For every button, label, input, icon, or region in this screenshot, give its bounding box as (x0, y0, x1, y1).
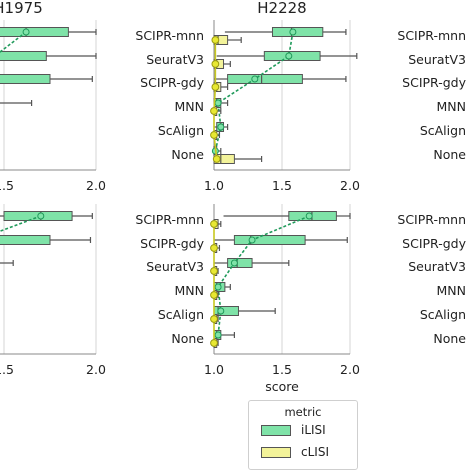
mean-point-ilisi (285, 52, 293, 60)
mean-point-clisi (211, 83, 220, 91)
x-tick-label: 2.0 (340, 362, 360, 377)
mean-point-ilisi (37, 212, 45, 220)
box-ilisi (0, 74, 51, 84)
x-tick-label: 2.0 (340, 178, 360, 193)
mean-point-clisi (210, 315, 218, 323)
category-label: SCIPR-gdy (402, 75, 466, 90)
category-label: None (433, 147, 466, 162)
mean-point-ilisi (217, 123, 225, 131)
mean-point-clisi (211, 36, 220, 44)
category-label: SCIPR-mnn (135, 212, 204, 227)
category-label: ScAlign (158, 307, 204, 322)
category-label: None (171, 147, 204, 162)
mean-point-clisi (210, 244, 218, 252)
mean-point-clisi (210, 220, 218, 228)
category-label: SCIPR-gdy (140, 75, 204, 90)
category-label: None (171, 331, 204, 346)
x-tick-label: 1.5 (0, 362, 14, 377)
mean-line-ilisi (217, 215, 310, 336)
x-tick-label: 2.0 (86, 178, 106, 193)
mean-line-clisi (213, 40, 218, 160)
box-ilisi (227, 258, 253, 268)
box-ilisi (271, 27, 324, 37)
mean-line-ilisi (214, 31, 294, 152)
mean-point-clisi (212, 155, 221, 163)
category-label: SeuratV3 (408, 52, 466, 67)
x-tick-label: 1.0 (204, 178, 224, 193)
panel-title: H2228 (257, 0, 306, 17)
category-label: SCIPR-mnn (397, 212, 466, 227)
mean-point-ilisi (289, 28, 297, 36)
x-tick-label: 1.5 (272, 362, 292, 377)
category-label: SCIPR-gdy (140, 236, 204, 251)
x-tick-label: 2.0 (86, 362, 106, 377)
mean-point-clisi (210, 267, 218, 275)
mean-point-ilisi (248, 236, 256, 244)
panel-title: H1975 (0, 0, 43, 17)
box-ilisi (0, 235, 51, 245)
legend-label-ilisi: iLISI (301, 423, 326, 437)
category-label: SeuratV3 (146, 52, 204, 67)
category-label: ScAlign (158, 123, 204, 138)
mean-point-ilisi (305, 212, 313, 220)
category-label: SeuratV3 (146, 259, 204, 274)
box-ilisi (233, 235, 306, 245)
legend-swatch-clisi (261, 447, 291, 458)
category-label: None (433, 331, 466, 346)
mean-point-clisi (210, 107, 218, 115)
category-label: MNN (437, 99, 467, 114)
category-label: MNN (175, 283, 205, 298)
mean-point-clisi (210, 131, 218, 139)
legend-title: metric (284, 405, 322, 419)
x-tick-label: 1.0 (204, 362, 224, 377)
mean-point-ilisi (214, 99, 222, 107)
panel-6: SCIPR-mnn SCIPR-gdy SeuratV3 MNN ScAlign None (397, 212, 467, 346)
category-label: SCIPR-mnn (397, 28, 466, 43)
category-label: MNN (437, 283, 467, 298)
mean-point-ilisi (214, 331, 222, 339)
category-label: SCIPR-mnn (135, 28, 204, 43)
category-label: ScAlign (420, 307, 466, 322)
legend-label-clisi: cLISI (301, 445, 329, 459)
panel-4: 1.5 2.0 (0, 204, 106, 377)
mean-point-ilisi (217, 307, 225, 315)
panel-2: H2228 SCIPR-mnn SeuratV3 SCIPR-gdy MNN ScAlig… (135, 0, 360, 193)
legend-swatch-ilisi (261, 425, 291, 436)
x-tick-label: 1.5 (0, 178, 14, 193)
category-label: ScAlign (420, 123, 466, 138)
box-ilisi (227, 74, 303, 84)
box-ilisi (0, 51, 47, 61)
mean-point-ilisi (214, 283, 222, 291)
panel-1: H1975 1.5 2.0 (0, 0, 106, 193)
x-tick-label: 1.5 (272, 178, 292, 193)
mean-point-ilisi (251, 75, 259, 83)
mean-point-ilisi (22, 28, 30, 36)
category-label: SeuratV3 (408, 259, 466, 274)
box-ilisi (0, 27, 69, 37)
panel-3: SCIPR-mnn SeuratV3 SCIPR-gdy MNN ScAlign None (397, 28, 467, 162)
mean-point-clisi (210, 291, 218, 299)
mean-line-ilisi (0, 215, 42, 233)
legend: metric iLISI cLISI (248, 400, 358, 470)
x-axis-label: score (265, 379, 299, 394)
panel-5: SCIPR-mnn SCIPR-gdy SeuratV3 MNN ScAlign None… (135, 204, 360, 394)
mean-point-ilisi (230, 259, 238, 267)
mean-point-clisi (211, 60, 220, 68)
mean-point-clisi (210, 339, 218, 347)
category-label: MNN (175, 99, 205, 114)
category-label: SCIPR-gdy (402, 236, 466, 251)
